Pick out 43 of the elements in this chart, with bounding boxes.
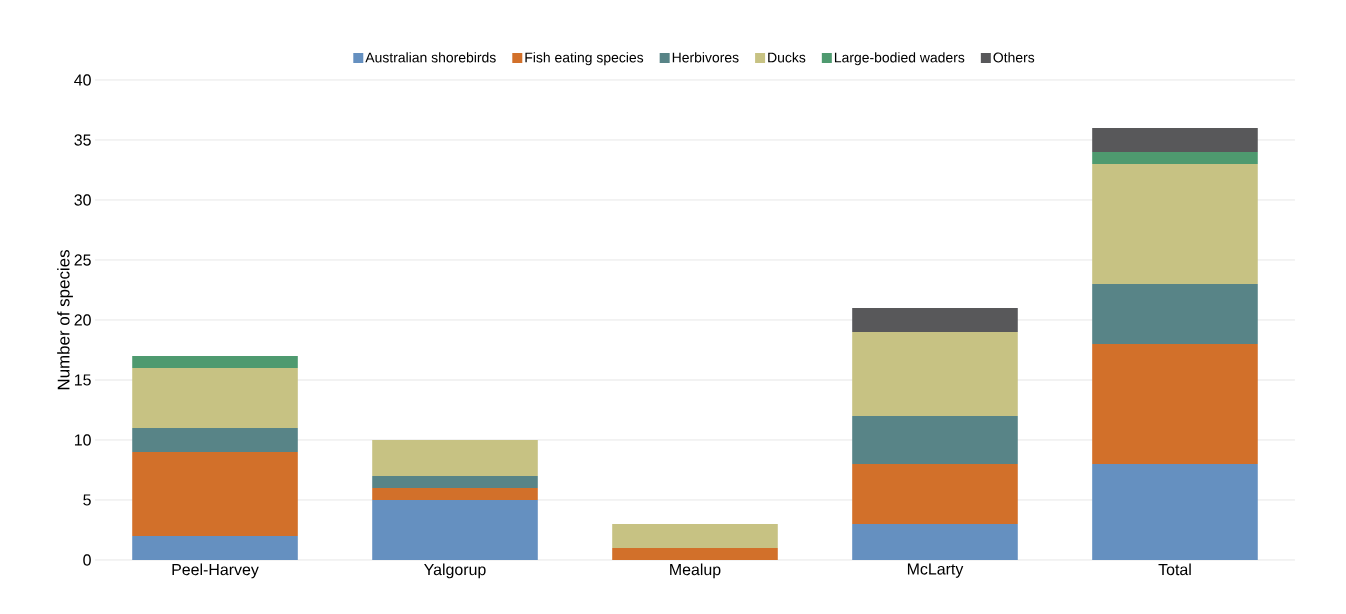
bar <box>1092 343 1258 464</box>
y-tick-label: 40 <box>74 74 91 86</box>
y-tick-label: 30 <box>74 194 91 206</box>
bar <box>852 523 1018 560</box>
bar <box>132 355 298 368</box>
bar <box>1092 151 1258 164</box>
bar <box>612 523 778 548</box>
y-tick-label: 35 <box>74 134 91 146</box>
x-tick-label: McLarty <box>907 563 964 578</box>
bar <box>852 415 1018 464</box>
bar <box>132 535 298 560</box>
legend-label: Others <box>993 52 1035 63</box>
bar <box>372 439 538 476</box>
bar <box>852 463 1018 524</box>
bar <box>612 547 778 560</box>
bar <box>132 367 298 428</box>
x-tick-label: Mealup <box>670 563 721 579</box>
bar <box>372 487 538 500</box>
y-axis-title: Number of species <box>57 250 73 390</box>
bar <box>852 307 1018 332</box>
bar <box>1092 283 1258 344</box>
bar <box>132 451 298 536</box>
legend-label: Ducks <box>768 52 806 63</box>
y-tick-label: 15 <box>74 374 91 386</box>
legend-label: Large-bodied waders <box>834 52 965 66</box>
legend-label: Fish eating species <box>525 52 644 66</box>
bar <box>1092 127 1258 152</box>
bar <box>372 475 538 488</box>
bar <box>1092 463 1258 560</box>
legend-label: Herbivores <box>672 52 739 63</box>
y-tick-label: 10 <box>74 434 91 446</box>
y-tick-label: 5 <box>83 494 91 506</box>
x-tick-label: Total <box>1158 563 1191 576</box>
x-tick-label: Yalgorup <box>424 563 486 579</box>
bar <box>132 427 298 452</box>
bar <box>1092 163 1258 284</box>
y-tick-label: 25 <box>74 254 91 266</box>
y-tick-label: 20 <box>74 314 91 326</box>
x-tick-label: Peel-Harvey <box>172 563 259 579</box>
legend-label: Australian shorebirds <box>365 52 496 63</box>
bar <box>372 499 538 560</box>
bar <box>852 331 1018 416</box>
y-tick-label: 0 <box>83 554 91 566</box>
